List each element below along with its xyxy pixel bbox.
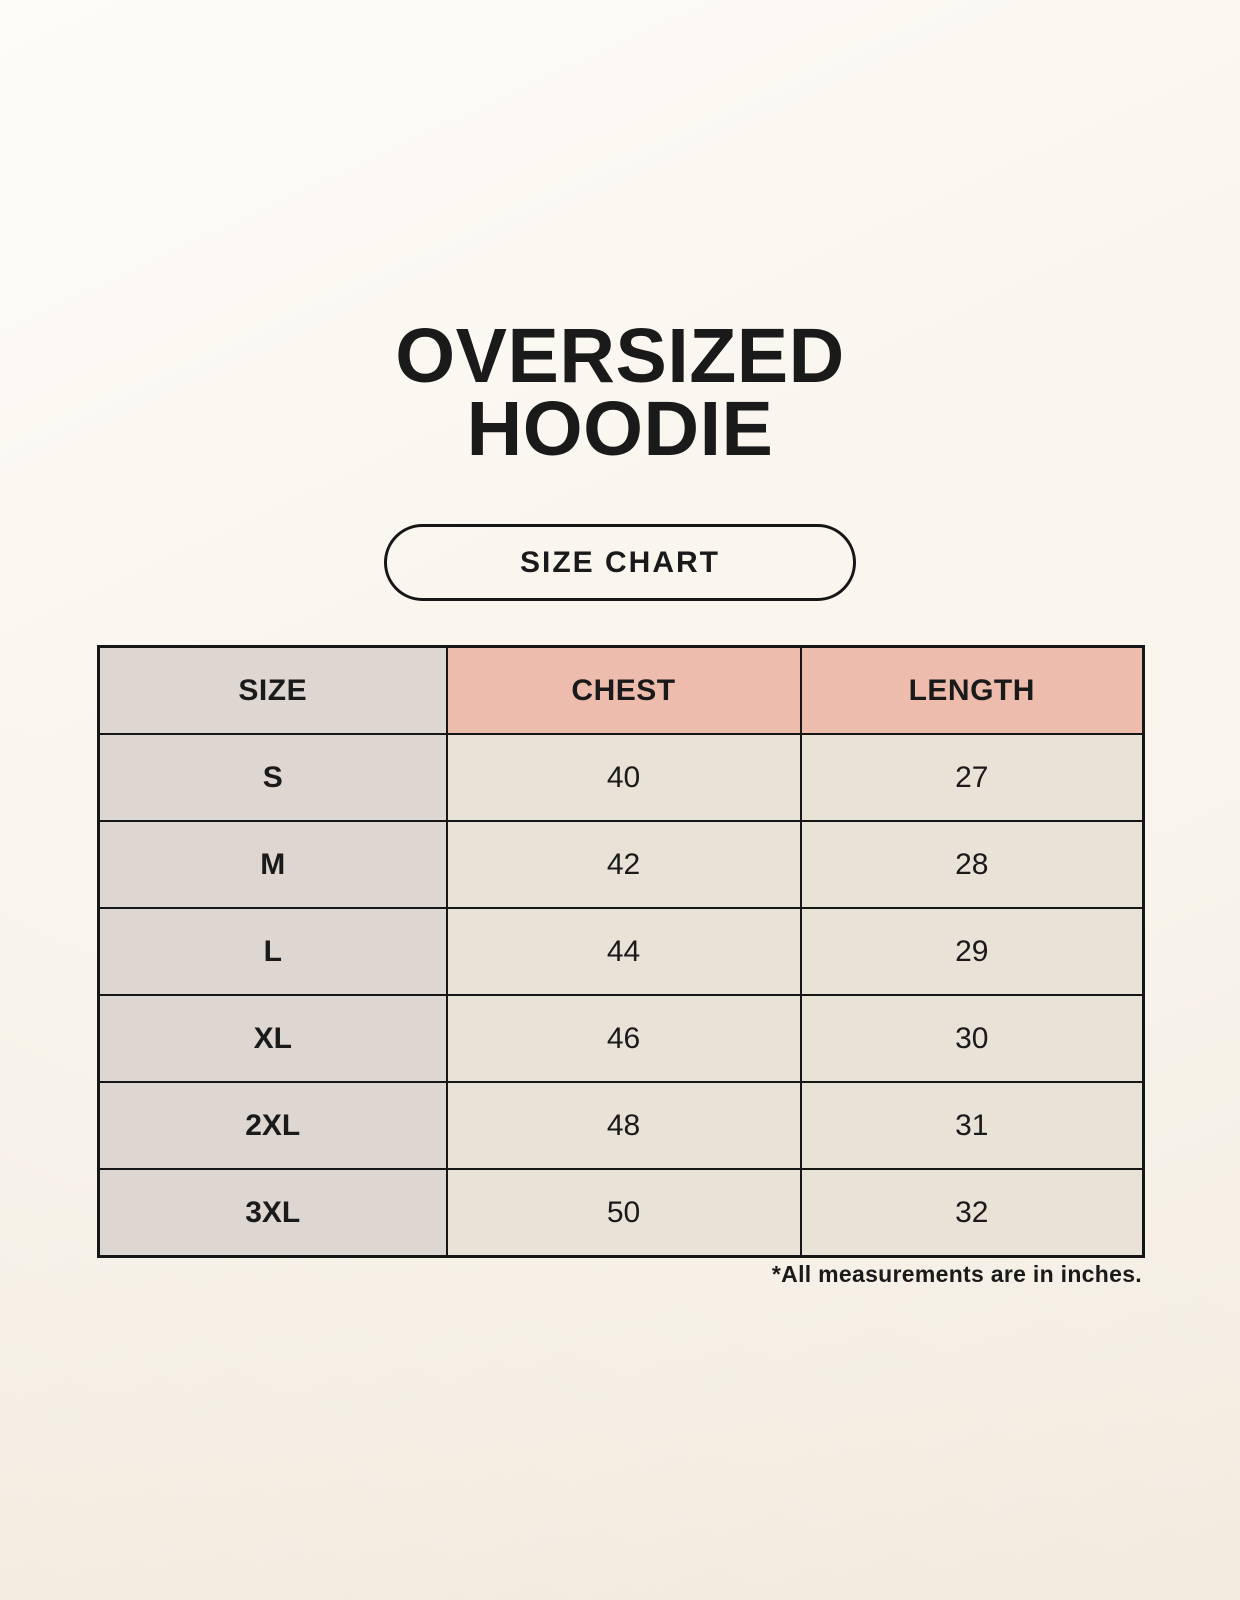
length-value: 27 <box>799 733 1145 822</box>
product-title: OVERSIZED HOODIE <box>0 313 1240 472</box>
chest-value: 48 <box>445 1081 802 1170</box>
table-header-row: SIZE CHEST LENGTH <box>97 645 1145 735</box>
table-row: L 44 29 <box>97 907 1145 996</box>
product-title-line1: OVERSIZED <box>395 313 845 399</box>
column-header-length: LENGTH <box>799 645 1145 735</box>
size-chart-button-label: SIZE CHART <box>520 545 720 579</box>
chest-value: 42 <box>445 820 802 909</box>
column-header-size: SIZE <box>97 645 448 735</box>
table-row: S 40 27 <box>97 733 1145 822</box>
size-label: L <box>97 907 448 996</box>
table-row: XL 46 30 <box>97 994 1145 1083</box>
length-value: 29 <box>799 907 1145 996</box>
product-title-line2: HOODIE <box>466 386 774 472</box>
size-label: S <box>97 733 448 822</box>
table-row: 2XL 48 31 <box>97 1081 1145 1170</box>
chest-value: 46 <box>445 994 802 1083</box>
size-label: XL <box>97 994 448 1083</box>
measurements-footnote: *All measurements are in inches. <box>771 1261 1142 1287</box>
length-value: 32 <box>799 1168 1145 1258</box>
chest-value: 40 <box>445 733 802 822</box>
size-chart-table: SIZE CHEST LENGTH S 40 27 M 42 28 L 44 2… <box>97 645 1145 1258</box>
size-label: 2XL <box>97 1081 448 1170</box>
length-value: 30 <box>799 994 1145 1083</box>
table-row: M 42 28 <box>97 820 1145 909</box>
size-label: M <box>97 820 448 909</box>
length-value: 31 <box>799 1081 1145 1170</box>
length-value: 28 <box>799 820 1145 909</box>
size-label: 3XL <box>97 1168 448 1258</box>
chest-value: 50 <box>445 1168 802 1258</box>
size-chart-button[interactable]: SIZE CHART <box>384 524 856 601</box>
table-row: 3XL 50 32 <box>97 1168 1145 1258</box>
column-header-chest: CHEST <box>445 645 802 735</box>
chest-value: 44 <box>445 907 802 996</box>
